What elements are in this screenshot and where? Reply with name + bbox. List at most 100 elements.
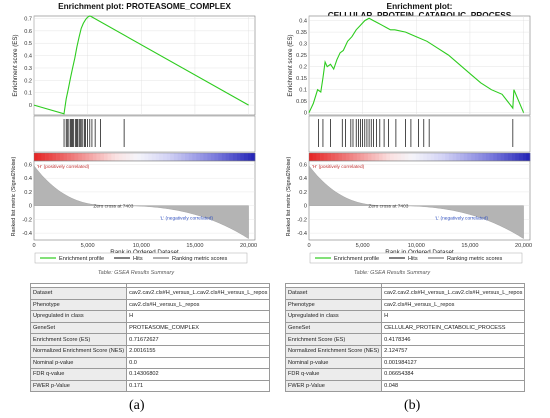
heat-segment xyxy=(393,153,398,161)
heat-segment xyxy=(360,153,365,161)
heat-segment xyxy=(203,153,208,161)
heat-segment xyxy=(192,153,197,161)
heat-segment xyxy=(526,153,531,161)
x-axis-label: Rank in Ordered Dataset xyxy=(110,249,179,256)
heat-segment xyxy=(375,153,380,161)
table-row: Normalized Enrichment Score (NES) 2.12475… xyxy=(284,344,526,358)
legend-label-hits: Hits xyxy=(408,256,418,262)
legend-label-metric: Ranking metric scores xyxy=(172,256,228,262)
rank-y-tick-label: 0.6 xyxy=(299,162,307,168)
heat-segment xyxy=(162,153,167,161)
legend-label-profile: Enrichment profile xyxy=(59,256,104,262)
row-key: Nominal p-value xyxy=(29,356,128,370)
x-tick-label: 0 xyxy=(307,243,310,249)
panel-label-b: (b) xyxy=(404,398,421,413)
heat-segment xyxy=(48,153,53,161)
table-row: FDR q-value 0.14306802 xyxy=(29,368,271,381)
heat-segment xyxy=(371,153,376,161)
rank-y-tick-label: 0.4 xyxy=(299,176,307,182)
row-key: Dataset xyxy=(29,287,128,300)
heat-segment xyxy=(232,153,237,161)
heat-segment xyxy=(331,153,336,161)
heat-segment xyxy=(323,153,328,161)
x-tick-label: 10,000 xyxy=(408,243,425,249)
heat-segment xyxy=(118,153,123,161)
zero-cross-label: Zero cross at 7403 xyxy=(368,204,408,210)
es-y-tick-label: 0 xyxy=(29,103,32,109)
enrichment-plot-a: Enrichment plot: PROTEASOME_COMPLEX 0 0.1 0… xyxy=(11,1,257,264)
heat-segment xyxy=(67,153,72,161)
row-value: 0.14306802 xyxy=(126,368,271,381)
heat-segment xyxy=(52,153,57,161)
heat-segment xyxy=(515,153,520,161)
heat-segment xyxy=(177,153,182,161)
heat-segment xyxy=(181,153,186,161)
heat-segment xyxy=(478,153,483,161)
es-y-tick-label: 0 xyxy=(304,111,307,117)
heat-segment xyxy=(148,153,153,161)
heat-segment xyxy=(342,153,347,161)
heat-segment xyxy=(103,153,108,161)
heat-segment xyxy=(225,153,230,161)
table-header-bar xyxy=(29,283,271,288)
heat-segment xyxy=(320,153,325,161)
heat-segment xyxy=(111,153,116,161)
heat-segment xyxy=(236,153,241,161)
x-tick-label: 20,000 xyxy=(515,243,532,249)
x-tick-label: 15,000 xyxy=(461,243,478,249)
legend-label-profile: Enrichment profile xyxy=(334,256,379,262)
table-row: Normalized Enrichment Score (NES) 2.00161… xyxy=(29,344,271,358)
chart-title: Enrichment plot: xyxy=(387,1,453,11)
heat-segment xyxy=(34,153,38,161)
heat-segment xyxy=(401,153,406,161)
row-value: 2.124757 xyxy=(381,344,526,358)
rank-y-tick-label: 0.2 xyxy=(299,190,307,196)
table-row: FWER p-Value 0.048 xyxy=(284,379,526,393)
heat-segment xyxy=(133,153,138,161)
heat-segment xyxy=(448,153,453,161)
heat-segment xyxy=(240,153,245,161)
heat-segment xyxy=(92,153,97,161)
rank-y-tick-label: -0.2 xyxy=(297,217,307,223)
row-value: cav2.cav2.cls#H_versus_L.cav2.cls#H_vers… xyxy=(381,287,526,300)
row-key: Upregulated in class xyxy=(284,310,383,323)
table-row: FDR q-value 0.06654384 xyxy=(284,368,526,381)
ranking-metric-area xyxy=(33,165,249,239)
table-row: Nominal p-value 0.001984127 xyxy=(284,356,526,370)
row-key: Phenotype xyxy=(29,298,128,312)
legend-box xyxy=(34,252,248,264)
row-key: Nominal p-value xyxy=(284,356,383,370)
es-y-tick-label: 0.4 xyxy=(24,54,32,60)
heat-segment xyxy=(345,153,350,161)
x-tick-label: 0 xyxy=(32,243,35,249)
row-value: cav2.cls#H_versus_L_repos xyxy=(126,298,271,312)
heat-segment xyxy=(397,153,402,161)
rank-y-axis-label: Ranked list metric (Signal2Noise) xyxy=(286,156,292,236)
x-tick-label: 15,000 xyxy=(186,243,203,249)
table-caption-a: Table: GSEA Results Summary xyxy=(97,270,175,276)
rank-y-axis-label: Ranked list metric (Signal2Noise) xyxy=(11,156,17,236)
table-row: Nominal p-value 0.0 xyxy=(29,356,271,370)
heat-segment xyxy=(463,153,468,161)
es-plot-area xyxy=(308,15,531,116)
row-value: 0.048 xyxy=(381,379,526,393)
table-row: GeneSet PROTEASOME_COMPLEX xyxy=(29,321,271,335)
es-y-axis-label: Enrichment score (ES) xyxy=(12,34,19,96)
es-y-tick-label: 0.7 xyxy=(24,16,32,22)
table-row: FWER p-Value 0.171 xyxy=(29,379,271,393)
heat-segment xyxy=(96,153,101,161)
heat-segment xyxy=(140,153,145,161)
heat-segment xyxy=(338,153,343,161)
heat-segment xyxy=(452,153,457,161)
rank-y-tick-label: 0 xyxy=(29,204,32,210)
x-tick-label: 20,000 xyxy=(240,243,257,249)
heat-segment xyxy=(199,153,204,161)
es-y-tick-label: 0.1 xyxy=(24,91,32,97)
row-value: 0.4178346 xyxy=(381,333,526,346)
rank-y-tick-label: 0.2 xyxy=(24,190,32,196)
heat-segment xyxy=(434,153,439,161)
heat-segment xyxy=(518,153,523,161)
heat-segment xyxy=(500,153,505,161)
heat-segment xyxy=(353,153,358,161)
legend-box xyxy=(309,252,523,264)
